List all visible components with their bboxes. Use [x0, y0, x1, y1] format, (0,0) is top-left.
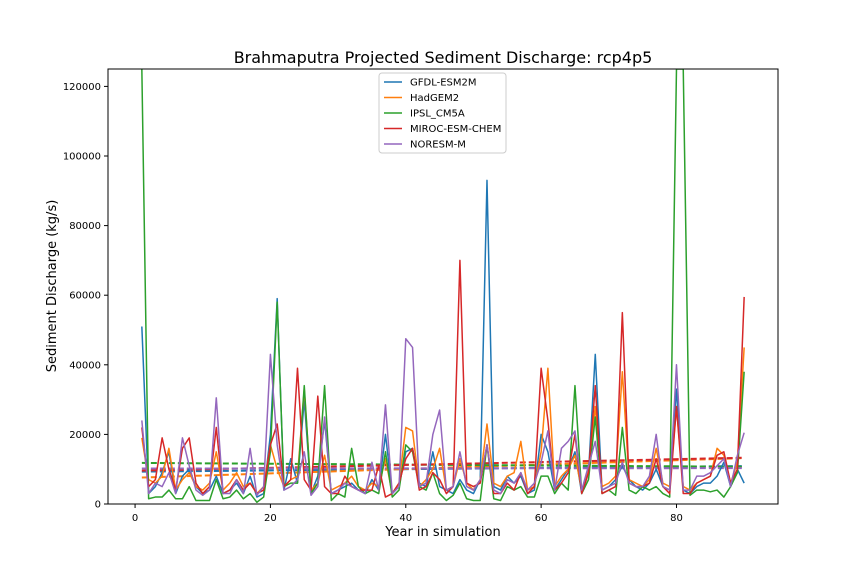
legend-label: MIROC-ESM-CHEM	[410, 124, 501, 135]
legend-label: NORESM-M	[410, 140, 466, 151]
legend-box	[378, 72, 507, 154]
legend-label: IPSL_CM5A	[410, 109, 465, 120]
x-axis-ticks: 0 20 40 60 80	[132, 504, 683, 524]
x-tick-label: 0	[132, 513, 138, 524]
legend-label: GFDL-ESM2M	[410, 78, 477, 89]
y-tick-label: 40000	[69, 360, 101, 371]
y-tick-label: 100000	[63, 152, 101, 163]
plot-frame	[107, 68, 779, 505]
chart-title: Brahmaputra Projected Sediment Discharge…	[234, 48, 653, 67]
series-line-noresm-m	[141, 337, 745, 497]
series-line-ipsl-cm5a	[141, 69, 745, 504]
x-axis-label: Year in simulation	[384, 525, 500, 540]
legend-label: HadGEM2	[410, 93, 459, 104]
x-tick-label: 80	[670, 513, 683, 524]
y-tick-label: 0	[95, 500, 101, 511]
y-axis-ticks: 0 20000 40000 60000 80000 100000 120000	[63, 82, 108, 511]
x-tick-label: 20	[264, 513, 277, 524]
legend: GFDL-ESM2M HadGEM2 IPSL_CM5A MIROC-ESM-CHEM…	[378, 72, 507, 154]
x-tick-label: 40	[399, 513, 412, 524]
y-tick-label: 60000	[69, 291, 101, 302]
y-tick-label: 20000	[69, 430, 101, 441]
y-axis-label: Sediment Discharge (kg/s)	[45, 200, 60, 373]
x-tick-label: 60	[535, 513, 548, 524]
series-layer	[141, 69, 745, 504]
y-tick-label: 120000	[63, 82, 101, 93]
y-tick-label: 80000	[69, 221, 101, 232]
